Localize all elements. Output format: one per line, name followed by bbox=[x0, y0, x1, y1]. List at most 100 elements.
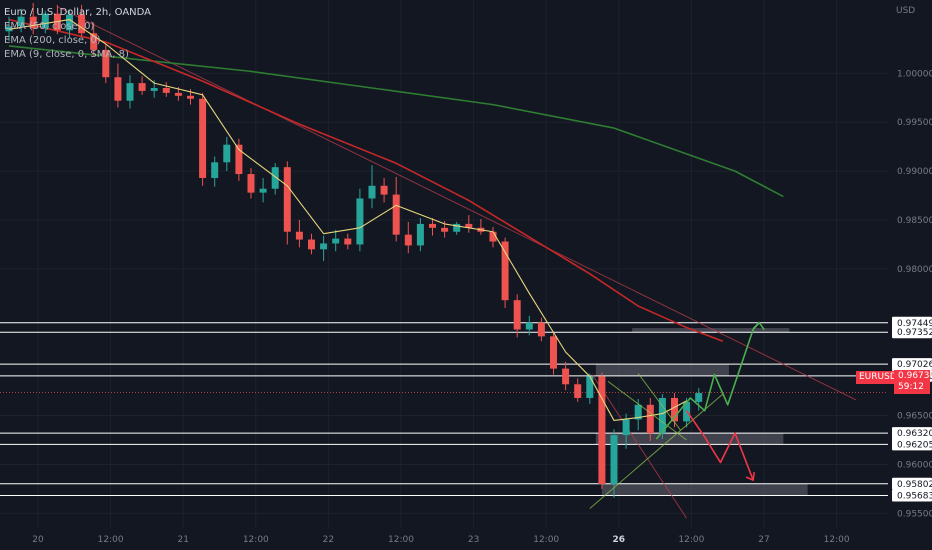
level-tag-label: 0.97449 bbox=[897, 319, 932, 329]
candle-body bbox=[332, 238, 340, 244]
zone-rect bbox=[595, 364, 729, 376]
x-tick-label: 12:00 bbox=[98, 535, 124, 545]
projection-up-path bbox=[655, 322, 760, 440]
candle-body bbox=[404, 234, 412, 246]
level-tag-bg bbox=[892, 427, 932, 440]
x-tick-label: 12:00 bbox=[824, 535, 850, 545]
candle-body bbox=[380, 185, 388, 195]
candle-body bbox=[465, 223, 473, 228]
candle-body bbox=[513, 300, 521, 330]
candle-body bbox=[598, 376, 606, 484]
candle-body bbox=[453, 223, 461, 232]
candle-body bbox=[150, 88, 158, 91]
y-tick-label: 0.96000 bbox=[897, 460, 932, 470]
candle-body bbox=[610, 435, 618, 484]
candle-body bbox=[114, 77, 122, 101]
wedge-line bbox=[607, 380, 687, 441]
candle-body bbox=[126, 83, 134, 101]
x-tick-label: 12:00 bbox=[388, 535, 414, 545]
x-tick-label: 22 bbox=[323, 535, 334, 545]
candle-body bbox=[671, 397, 678, 422]
level-tag-label: 0.97026 bbox=[897, 360, 932, 370]
level-tag-bg bbox=[892, 358, 932, 371]
bar-countdown: 59:12 bbox=[898, 382, 924, 392]
candle-body bbox=[550, 336, 557, 369]
symbol-title: Euro / U.S. Dollar, 2h, OANDA bbox=[4, 7, 152, 18]
candle-body bbox=[429, 223, 436, 228]
candle-body bbox=[41, 13, 49, 29]
candle-body bbox=[78, 14, 86, 34]
chart-legend: Euro / U.S. Dollar, 2h, OANDA EMA (50, c… bbox=[4, 6, 151, 62]
candle-body bbox=[162, 88, 170, 93]
y-tick-label: 0.96500 bbox=[897, 412, 932, 422]
x-tick-label: 26 bbox=[613, 535, 626, 545]
legend-ema200: EMA (200, close, 0) bbox=[4, 35, 101, 46]
candle-body bbox=[562, 368, 570, 385]
wedge-line bbox=[589, 393, 724, 509]
x-tick-label: 23 bbox=[468, 535, 479, 545]
y-tick-label: 0.98500 bbox=[897, 216, 932, 226]
level-tag-label: 0.96205 bbox=[897, 440, 932, 450]
candle-body bbox=[308, 239, 315, 250]
y-tick-label: 1.00000 bbox=[897, 69, 932, 79]
y-tick-label: 0.99500 bbox=[897, 118, 932, 128]
candle-body bbox=[658, 397, 666, 434]
candle-body bbox=[90, 33, 98, 50]
candle-body bbox=[223, 144, 231, 163]
candle-body bbox=[102, 49, 110, 78]
level-tag-bg bbox=[892, 477, 932, 490]
candle-body bbox=[646, 404, 654, 434]
candle-body bbox=[29, 16, 37, 29]
legend-ema50: EMA (50, close, 0) bbox=[4, 21, 95, 32]
candle-body bbox=[235, 144, 243, 175]
candle-body bbox=[392, 194, 400, 235]
price-scale bbox=[888, 0, 932, 550]
candle-body bbox=[368, 185, 376, 199]
candle-body bbox=[174, 92, 182, 96]
zone-rect bbox=[632, 328, 790, 333]
candle-body bbox=[537, 322, 545, 337]
zone-rect bbox=[601, 483, 808, 496]
candle-body bbox=[17, 16, 25, 27]
ema50-line bbox=[8, 18, 724, 342]
candle-body bbox=[501, 241, 509, 301]
projection-down-path bbox=[685, 410, 754, 481]
candle-body bbox=[695, 393, 703, 402]
level-tag-bg bbox=[892, 316, 932, 329]
candle-body bbox=[211, 162, 219, 178]
candle-body bbox=[586, 376, 594, 398]
x-tick-label: 12:00 bbox=[243, 535, 269, 545]
level-tag-bg bbox=[892, 326, 932, 339]
candle-body bbox=[187, 95, 194, 99]
y-tick-label: 0.95500 bbox=[897, 509, 932, 519]
candle-body bbox=[271, 167, 279, 189]
projection-up-arrowhead bbox=[752, 321, 765, 331]
level-tag-label: 0.96320 bbox=[897, 429, 932, 439]
level-tag-bg bbox=[892, 489, 932, 502]
trend-line bbox=[57, 6, 857, 401]
trend-line bbox=[591, 374, 688, 519]
time-scale bbox=[0, 528, 932, 550]
ema200-line bbox=[8, 45, 784, 198]
last-price: 0.96736 bbox=[898, 371, 932, 381]
candle-body bbox=[416, 223, 424, 246]
last-price-tag: 0.96736 59:12 bbox=[894, 370, 932, 394]
projection-down-arrowhead bbox=[745, 471, 755, 482]
candle-body bbox=[259, 188, 267, 193]
candle-body bbox=[138, 83, 146, 91]
candle-body bbox=[441, 227, 449, 232]
y-tick-label: 0.98000 bbox=[897, 265, 932, 275]
y-tick-label: 0.99000 bbox=[897, 167, 932, 177]
x-tick-label: 12:00 bbox=[533, 535, 559, 545]
x-tick-label: 20 bbox=[32, 535, 44, 545]
legend-ema9: EMA (9, close, 0, SMA, 8) bbox=[4, 49, 129, 60]
candle-body bbox=[199, 98, 207, 178]
x-tick-label: 12:00 bbox=[678, 535, 704, 545]
candle-body bbox=[525, 322, 533, 330]
zone-rect bbox=[595, 433, 784, 445]
candle-body bbox=[574, 384, 582, 398]
candle-body bbox=[247, 174, 255, 193]
currency-label: USD bbox=[896, 6, 916, 16]
x-tick-label: 21 bbox=[177, 535, 188, 545]
